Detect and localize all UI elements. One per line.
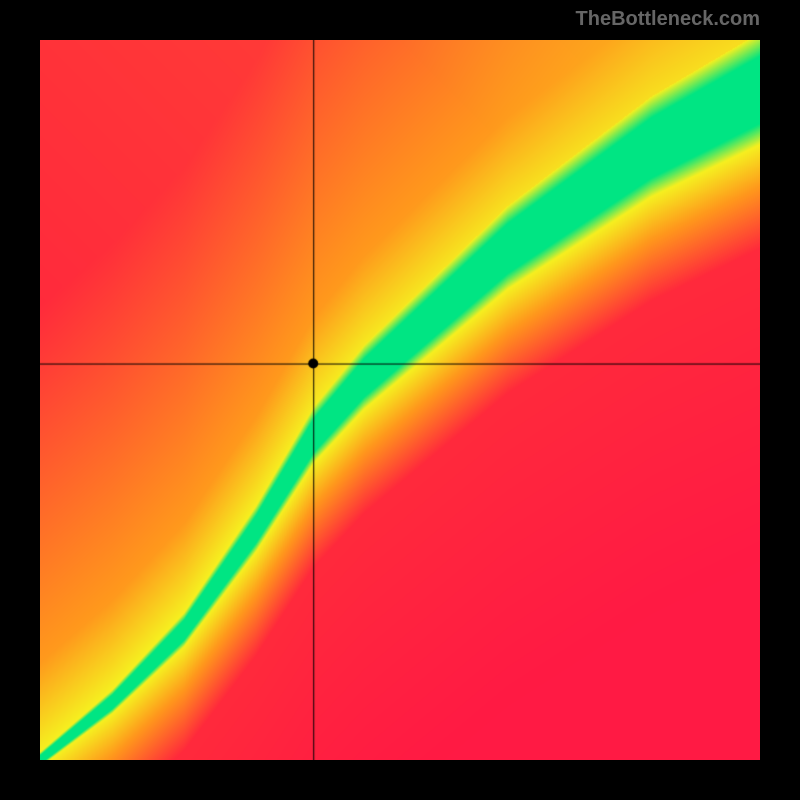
bottleneck-heatmap [40, 40, 760, 760]
heatmap-canvas [40, 40, 760, 760]
watermark-text: TheBottleneck.com [576, 8, 760, 31]
